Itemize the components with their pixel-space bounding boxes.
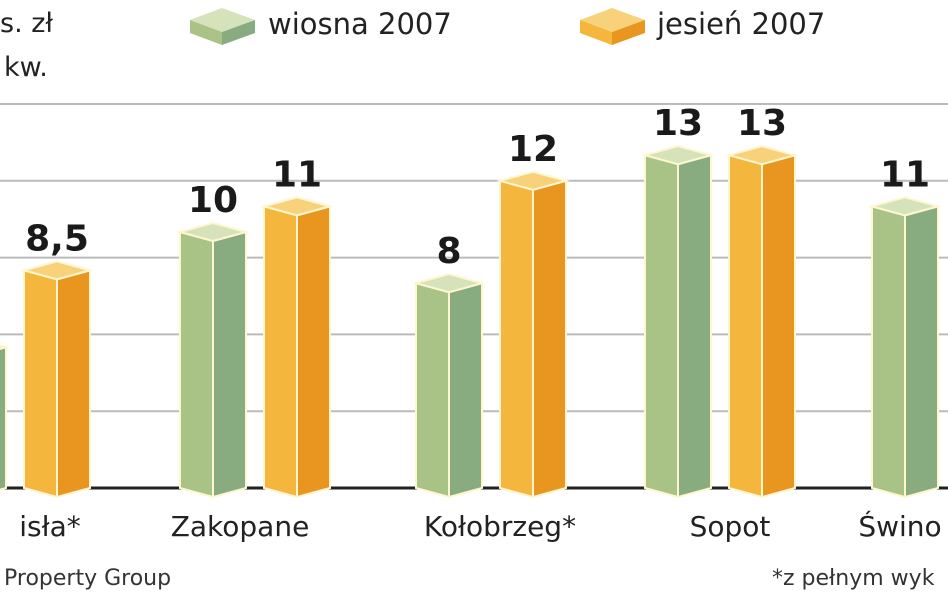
y-axis-label-line1: s. zł bbox=[0, 8, 53, 39]
data-label: 8,5 bbox=[25, 218, 89, 259]
bar-jesien bbox=[496, 170, 570, 499]
legend-swatch-wiosna bbox=[190, 8, 255, 45]
legend-swatch-jesien bbox=[580, 8, 645, 45]
legend-label-wiosna: wiosna 2007 bbox=[268, 7, 452, 41]
category-label: Sopot bbox=[690, 510, 771, 543]
data-label: 8 bbox=[436, 231, 461, 272]
footnote-text: *z pełnym wyk bbox=[772, 566, 935, 591]
category-label: isła* bbox=[19, 510, 80, 543]
data-label: 11 bbox=[272, 154, 322, 195]
legend-label-jesien: jesień 2007 bbox=[656, 7, 825, 41]
source-text: Property Group bbox=[4, 566, 171, 591]
bar-jesien bbox=[20, 260, 94, 499]
legend: wiosna 2007 jesień 2007 bbox=[190, 7, 825, 45]
data-label: 10 bbox=[188, 180, 238, 221]
bar-wiosna bbox=[412, 273, 486, 499]
y-axis-label-line2: kw. bbox=[4, 52, 48, 83]
bar-wiosna bbox=[641, 145, 715, 499]
bar-wiosna bbox=[176, 221, 250, 499]
category-label: Zakopane bbox=[171, 510, 310, 543]
bar-jesien bbox=[260, 196, 334, 499]
category-label: Świno bbox=[858, 509, 941, 543]
data-label: 12 bbox=[508, 129, 558, 170]
data-label: 13 bbox=[737, 103, 787, 144]
bar-jesien bbox=[725, 145, 799, 499]
bar-wiosna bbox=[0, 344, 10, 491]
category-label: Kołobrzeg* bbox=[424, 510, 576, 543]
bar-wiosna bbox=[868, 196, 942, 499]
data-label: 11 bbox=[880, 154, 930, 195]
data-label: 13 bbox=[653, 103, 703, 144]
